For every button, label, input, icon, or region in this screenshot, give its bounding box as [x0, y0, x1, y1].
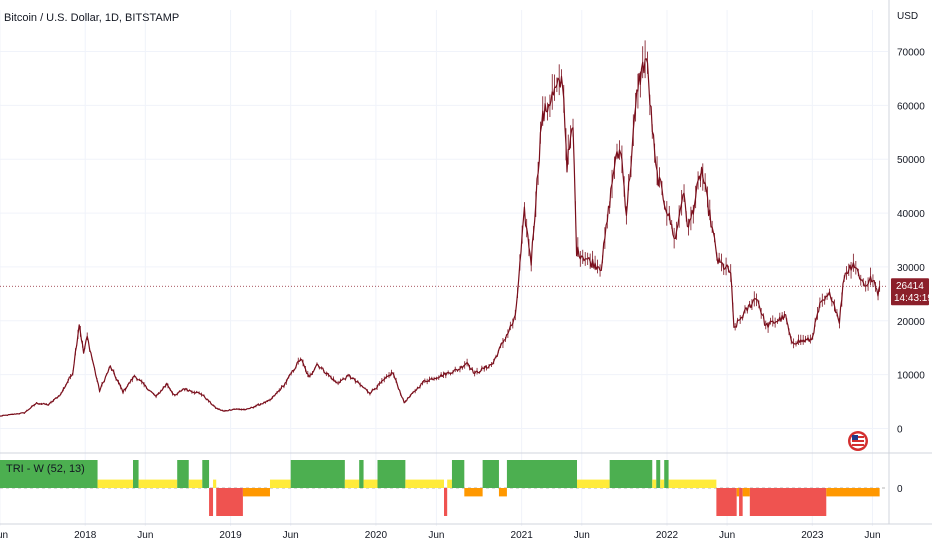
- indicator-bar: [344, 479, 360, 488]
- x-tick-label: Jun: [283, 530, 299, 541]
- indicator-bar: [177, 460, 189, 488]
- indicator-bar: [363, 479, 378, 488]
- indicator-bar: [826, 488, 880, 497]
- indicator-bar: [749, 488, 827, 516]
- indicator-bar: [652, 479, 657, 488]
- indicator-bar: [359, 460, 364, 488]
- indicator-bar: [668, 479, 717, 488]
- y-tick-label: 70000: [897, 48, 925, 59]
- indicator-bar: [0, 460, 98, 488]
- x-tick-label: 2022: [656, 530, 679, 541]
- indicator-bar: [444, 488, 448, 516]
- x-tick-label: 2020: [365, 530, 388, 541]
- indicator-bar: [742, 488, 750, 497]
- indicator-bar: [290, 460, 345, 488]
- indicator-bar: [213, 479, 217, 488]
- y-tick-label: 10000: [897, 371, 925, 382]
- x-tick-label: Jun: [719, 530, 735, 541]
- y-tick-label: 60000: [897, 101, 925, 112]
- indicator-bar: [447, 479, 452, 488]
- indicator-bar: [482, 460, 499, 488]
- indicator-bar: [377, 460, 406, 488]
- indicator-bar: [133, 460, 139, 488]
- indicator-bar: [269, 479, 291, 488]
- y-tick-label: 0: [897, 424, 903, 435]
- x-tick-label: 2018: [74, 530, 97, 541]
- grid-lines: [0, 10, 888, 526]
- indicator-bar: [736, 488, 740, 497]
- time-axis[interactable]: Jun 2018 Jun 2019 Jun 2020 Jun 2021 Jun 2022 Jun 20…: [0, 530, 881, 541]
- y-tick-label: 20000: [897, 317, 925, 328]
- pane-separators: [0, 0, 932, 525]
- symbol-title[interactable]: Bitcoin / U.S. Dollar, 1D, BITSTAMP: [4, 12, 179, 24]
- last-price-value: 26414: [896, 281, 924, 292]
- indicator-bar: [202, 460, 210, 488]
- indicator-axis[interactable]: 0: [897, 484, 903, 495]
- indicator-bar: [464, 488, 483, 497]
- currency-label: USD: [897, 11, 918, 22]
- x-tick-label: Jun: [137, 530, 153, 541]
- indicator-bar: [664, 460, 669, 488]
- y-tick-label: 40000: [897, 209, 925, 220]
- indicator-bar: [216, 488, 243, 516]
- indicator-bar: [188, 479, 203, 488]
- y-tick-label: 30000: [897, 263, 925, 274]
- indicator-bar: [609, 460, 653, 488]
- indicator-bar: [138, 479, 178, 488]
- y-tick-label: 50000: [897, 155, 925, 166]
- indicator-bar: [97, 479, 134, 488]
- indicator-y-tick: 0: [897, 484, 903, 495]
- x-tick-label: Jun: [574, 530, 590, 541]
- indicator-bar: [451, 460, 465, 488]
- indicator-bar: [506, 460, 578, 488]
- indicator-bar: [660, 479, 665, 488]
- x-tick-label: Jun: [0, 530, 8, 541]
- indicator-title[interactable]: TRI - W (52, 13): [6, 463, 85, 475]
- indicator-bar: [498, 488, 507, 497]
- us-flag-icon[interactable]: [848, 431, 868, 451]
- price-series: [0, 40, 881, 417]
- price-line: [0, 58, 881, 417]
- indicator-bar: [405, 479, 444, 488]
- indicator-bar: [716, 488, 737, 516]
- indicator-bar: [739, 488, 743, 516]
- last-price-box: [891, 278, 929, 306]
- x-tick-label: 2023: [801, 530, 824, 541]
- price-axis[interactable]: 70000 60000 50000 40000 30000 20000 10000 0: [897, 48, 925, 436]
- x-tick-label: 2019: [219, 530, 242, 541]
- countdown-timer: 14:43:19: [894, 293, 932, 304]
- indicator-bars: [0, 460, 888, 516]
- indicator-bar: [577, 479, 610, 488]
- indicator-bar: [209, 488, 214, 516]
- indicator-bar: [242, 488, 270, 497]
- x-tick-label: Jun: [428, 530, 444, 541]
- x-tick-label: 2021: [511, 530, 534, 541]
- x-tick-label: Jun: [864, 530, 880, 541]
- indicator-bar: [656, 460, 661, 488]
